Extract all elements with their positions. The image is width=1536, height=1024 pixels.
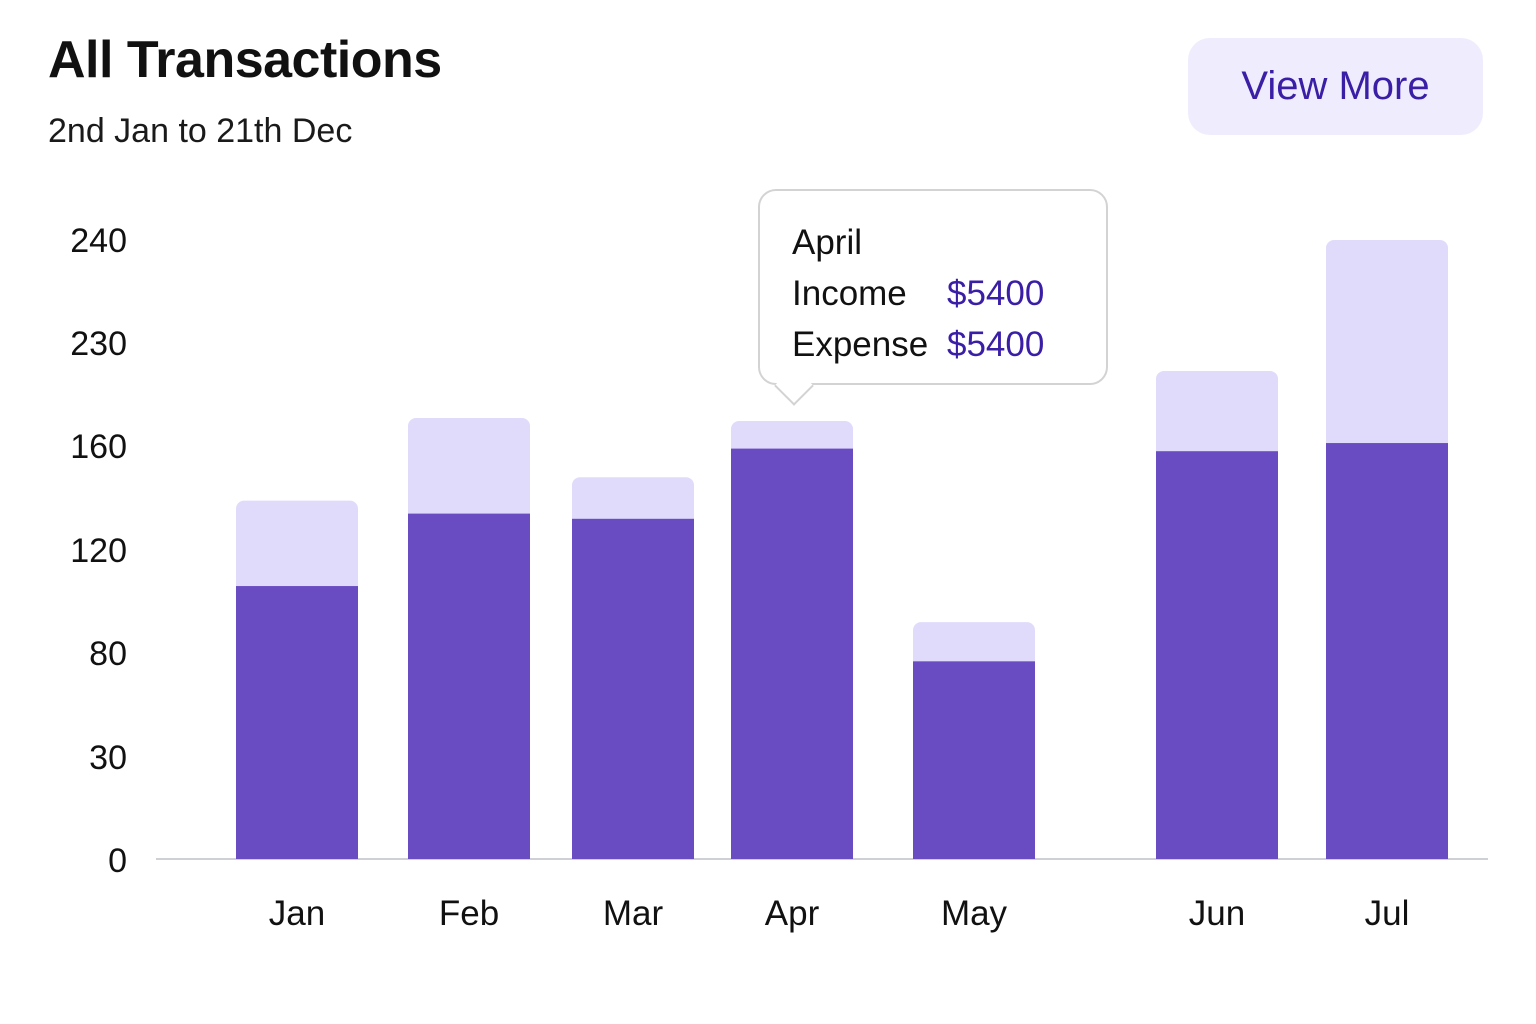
view-more-button[interactable]: View More bbox=[1188, 38, 1483, 135]
y-tick-label: 120 bbox=[70, 532, 127, 570]
tooltip-income-label: Income bbox=[792, 274, 907, 313]
x-tick-label-jul: Jul bbox=[1365, 894, 1410, 933]
bar-expense-apr[interactable] bbox=[731, 420, 853, 457]
y-tick-label: 160 bbox=[70, 428, 127, 466]
y-tick-label: 230 bbox=[70, 325, 127, 363]
y-tick-label: 0 bbox=[108, 842, 127, 880]
y-axis-ticks: 0 30 80 120 160 230 240 bbox=[70, 222, 127, 880]
x-axis-ticks: Jan Feb Mar Apr May Jun Jul bbox=[269, 894, 1410, 933]
x-tick-label-apr: Apr bbox=[765, 894, 820, 933]
tooltip-expense-row: Expense $5400 bbox=[792, 319, 1106, 370]
x-tick-label-jan: Jan bbox=[269, 894, 325, 933]
tooltip-income-row: Income $5400 bbox=[792, 268, 1106, 319]
x-tick-label-feb: Feb bbox=[439, 894, 499, 933]
tooltip-expense-value: $5400 bbox=[947, 325, 1045, 364]
tooltip-month: April bbox=[792, 223, 863, 262]
bar-income-feb[interactable] bbox=[408, 513, 530, 859]
date-range-subtitle: 2nd Jan to 21th Dec bbox=[48, 112, 353, 150]
bar-income-jul[interactable] bbox=[1326, 443, 1448, 859]
bar-expense-may[interactable] bbox=[913, 622, 1035, 670]
tooltip-expense-label: Expense bbox=[792, 325, 929, 364]
april-tooltip: April Income $5400 Expense $5400 bbox=[758, 189, 1108, 385]
bar-expense-jul[interactable] bbox=[1326, 240, 1448, 452]
bar-income-jun[interactable] bbox=[1156, 451, 1278, 859]
y-tick-label: 80 bbox=[89, 635, 127, 673]
bars bbox=[236, 240, 1448, 859]
x-tick-label-jun: Jun bbox=[1189, 894, 1245, 933]
tooltip-income-value: $5400 bbox=[947, 274, 1045, 313]
chart-title: All Transactions bbox=[48, 31, 442, 89]
bar-expense-jun[interactable] bbox=[1156, 370, 1278, 460]
y-tick-label: 240 bbox=[70, 222, 127, 260]
bar-expense-feb[interactable] bbox=[408, 418, 530, 522]
bar-income-mar[interactable] bbox=[572, 518, 694, 859]
bar-income-jan[interactable] bbox=[236, 586, 358, 859]
x-tick-label-may: May bbox=[941, 894, 1008, 933]
bar-expense-mar[interactable] bbox=[572, 477, 694, 527]
x-tick-label-mar: Mar bbox=[603, 894, 664, 933]
bar-income-apr[interactable] bbox=[731, 448, 853, 859]
bar-expense-jan[interactable] bbox=[236, 500, 358, 595]
y-tick-label: 30 bbox=[89, 739, 127, 777]
bar-income-may[interactable] bbox=[913, 661, 1035, 859]
